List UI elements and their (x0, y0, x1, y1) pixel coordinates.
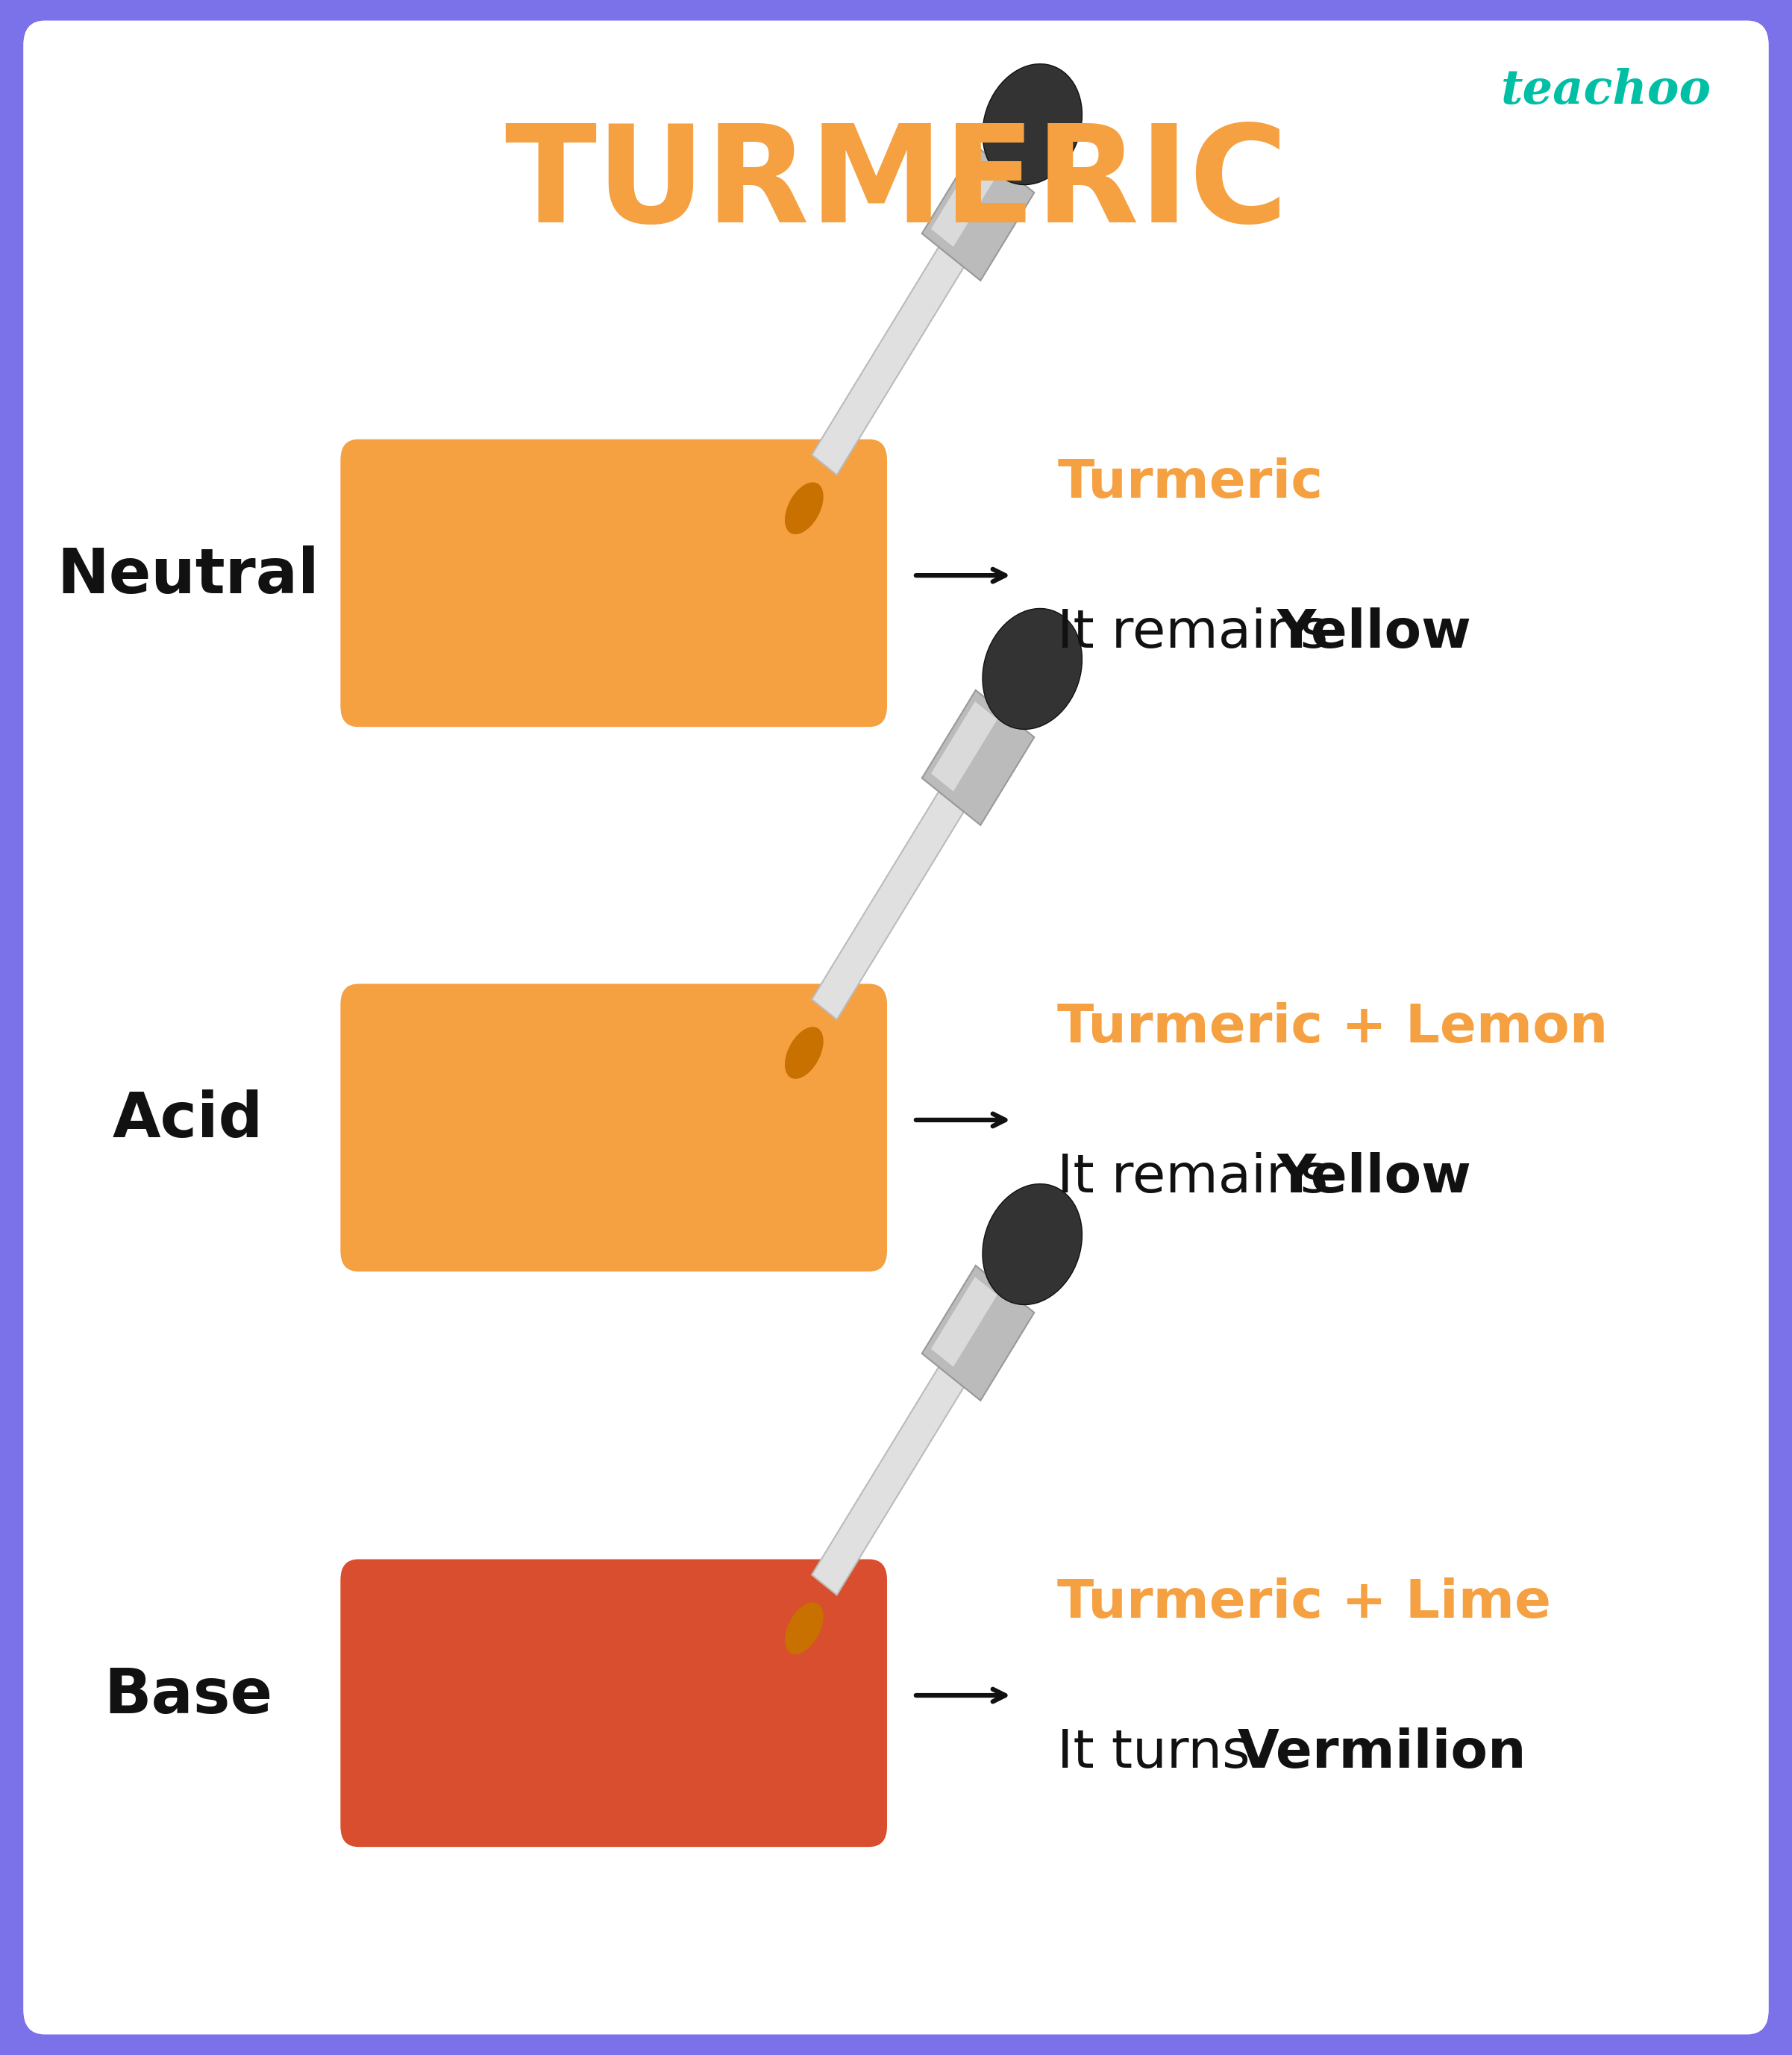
FancyBboxPatch shape (23, 21, 1769, 2034)
Text: Turmeric + Lemon: Turmeric + Lemon (1057, 1001, 1607, 1054)
FancyBboxPatch shape (340, 984, 887, 1272)
Text: Vermilion: Vermilion (1236, 1726, 1527, 1780)
Text: Yellow: Yellow (1278, 606, 1471, 660)
Text: Yellow: Yellow (1278, 1151, 1471, 1204)
Ellipse shape (982, 64, 1082, 185)
Ellipse shape (785, 1603, 823, 1654)
Polygon shape (932, 156, 998, 247)
Polygon shape (932, 701, 998, 791)
Polygon shape (921, 690, 1034, 826)
Text: Neutral: Neutral (57, 545, 319, 606)
Text: TURMERIC: TURMERIC (504, 119, 1288, 251)
Ellipse shape (982, 608, 1082, 730)
Polygon shape (812, 247, 964, 475)
Text: It turns: It turns (1057, 1726, 1267, 1780)
Polygon shape (921, 1266, 1034, 1402)
Text: Acid: Acid (113, 1089, 263, 1151)
Text: It remains: It remains (1057, 606, 1346, 660)
Ellipse shape (982, 1184, 1082, 1305)
Ellipse shape (785, 1028, 823, 1079)
Text: Turmeric + Lime: Turmeric + Lime (1057, 1576, 1552, 1630)
FancyBboxPatch shape (340, 1560, 887, 1847)
Polygon shape (812, 791, 964, 1019)
Text: teachoo: teachoo (1502, 68, 1711, 113)
Text: Turmeric: Turmeric (1057, 456, 1322, 510)
Ellipse shape (785, 483, 823, 534)
FancyBboxPatch shape (340, 440, 887, 727)
Polygon shape (932, 1276, 998, 1367)
Text: It remains: It remains (1057, 1151, 1346, 1204)
Text: Base: Base (104, 1665, 272, 1726)
Polygon shape (812, 1367, 964, 1595)
Polygon shape (921, 146, 1034, 282)
